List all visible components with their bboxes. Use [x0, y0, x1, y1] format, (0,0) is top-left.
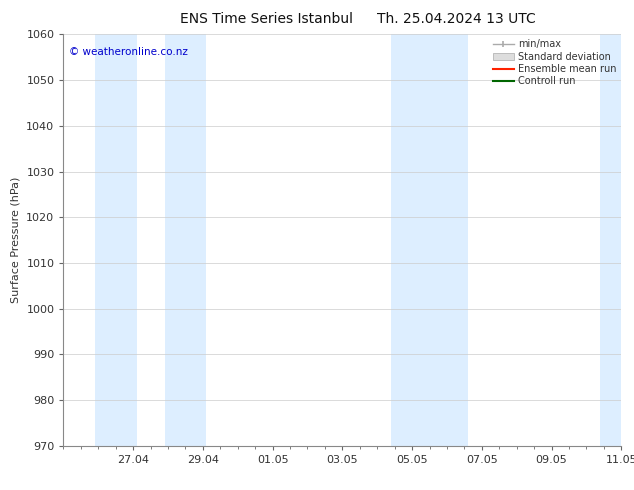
Text: Th. 25.04.2024 13 UTC: Th. 25.04.2024 13 UTC: [377, 12, 536, 26]
Y-axis label: Surface Pressure (hPa): Surface Pressure (hPa): [11, 177, 21, 303]
Bar: [600, 34, 624, 446]
Bar: [391, 34, 433, 446]
Text: ENS Time Series Istanbul: ENS Time Series Istanbul: [180, 12, 353, 26]
Legend: min/max, Standard deviation, Ensemble mean run, Controll run: min/max, Standard deviation, Ensemble me…: [491, 37, 618, 88]
Bar: [426, 34, 468, 446]
Bar: [95, 34, 137, 446]
Bar: [165, 34, 206, 446]
Text: © weatheronline.co.nz: © weatheronline.co.nz: [69, 47, 188, 57]
